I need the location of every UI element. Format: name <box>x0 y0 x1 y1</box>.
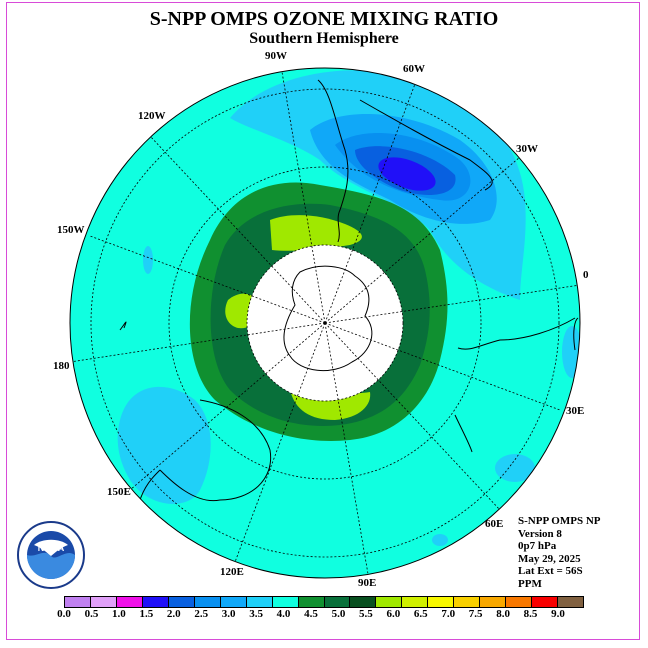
colorbar-tick-label: 5.0 <box>331 608 346 620</box>
colorbar-ticks: 0.0 0.5 1.0 1.5 2.0 2.5 3.0 3.5 4.0 4.5 5.0 5.5 6.0 6… <box>57 608 584 624</box>
colorbar-swatch <box>194 597 221 607</box>
colorbar <box>64 596 584 608</box>
map-disk-outline <box>69 67 581 579</box>
colorbar-tick-label: 6.5 <box>413 608 428 620</box>
lon-label-120e: 120E <box>220 566 244 578</box>
ozone-region-light-blue-sw <box>117 386 211 504</box>
lon-label-60e: 60E <box>485 518 504 530</box>
ozone-region-small-blue-e <box>562 326 580 378</box>
colorbar-swatch <box>116 597 143 607</box>
lon-label-30e: 30E <box>566 405 585 417</box>
colorbar-swatch <box>220 597 247 607</box>
lon-label-90w: 90W <box>265 50 287 62</box>
colorbar-swatch <box>558 597 584 607</box>
lon-label-90e: 90E <box>358 577 377 589</box>
colorbar-swatch <box>480 597 507 607</box>
colorbar-swatch <box>532 597 559 607</box>
lon-label-60w: 60W <box>403 63 425 75</box>
lon-label-30w: 30W <box>516 143 538 155</box>
south-america-coastline <box>317 79 493 243</box>
info-date: May 29, 2025 <box>518 552 581 565</box>
info-version: Version 8 <box>518 527 562 540</box>
colorbar-tick-label: 9.0 <box>551 608 565 620</box>
colorbar-tick-label: 2.5 <box>194 608 209 620</box>
antarctica-coastline <box>283 265 373 372</box>
lon-label-0: 0 <box>583 269 589 281</box>
colorbar-swatch <box>454 597 481 607</box>
colorbar-swatch <box>65 597 91 607</box>
colorbar-swatch <box>246 597 273 607</box>
colorbar-swatch <box>142 597 169 607</box>
colorbar-tick-label: 3.0 <box>221 608 236 620</box>
colorbar-tick-label: 0.5 <box>84 608 99 620</box>
africa-coastline <box>457 317 579 351</box>
lon-label-180: 180 <box>53 360 70 372</box>
product-info: S-NPP OMPS NP Version 8 0p7 hPa May 29, … <box>518 515 638 590</box>
colorbar-tick-label: 1.5 <box>139 608 154 620</box>
map-subtitle: Southern Hemisphere <box>249 30 399 47</box>
colorbar-swatch <box>376 597 403 607</box>
colorbar-tick-label: 5.5 <box>359 608 373 620</box>
colorbar-swatch <box>272 597 299 607</box>
colorbar-swatch <box>298 597 325 607</box>
colorbar-tick-label: 8.0 <box>496 608 510 620</box>
colorbar-tick-label: 4.5 <box>304 608 318 620</box>
colorbar-swatch <box>168 597 195 607</box>
colorbar-tick-label: 0.0 <box>57 608 71 620</box>
colorbar-swatch <box>90 597 117 607</box>
new-zealand-coastline <box>119 321 127 331</box>
lon-label-150e: 150E <box>107 486 131 498</box>
info-units: PPM <box>518 577 542 590</box>
ozone-region-small-blue-se <box>495 454 535 482</box>
lon-label-150w: 150W <box>57 224 85 236</box>
info-instrument: S-NPP OMPS NP <box>518 515 601 527</box>
map-title: S-NPP OMPS OZONE MIXING RATIO <box>149 8 499 30</box>
noaa-logo: NOAA <box>17 521 85 589</box>
colorbar-tick-label: 7.5 <box>468 608 483 620</box>
colorbar-tick-label: 8.5 <box>523 608 538 620</box>
colorbar-swatch <box>506 597 533 607</box>
ozone-region-small-blue-w <box>143 246 153 274</box>
colorbar-tick-label: 2.0 <box>166 608 181 620</box>
colorbar-tick-label: 1.0 <box>112 608 126 620</box>
colorbar-swatch <box>402 597 429 607</box>
colorbar-swatch <box>324 597 351 607</box>
info-pressure-level: 0p7 hPa <box>518 540 557 552</box>
colorbar-tick-label: 7.0 <box>441 608 456 620</box>
noaa-logo-text: NOAA <box>38 543 65 553</box>
colorbar-swatch <box>350 597 377 607</box>
colorbar-tick-label: 3.5 <box>249 608 263 620</box>
ozone-region-small-blue-s <box>432 534 448 546</box>
colorbar-swatch <box>428 597 455 607</box>
lon-label-120w: 120W <box>138 110 166 122</box>
madagascar-coastline <box>454 414 473 453</box>
info-lat-extent: Lat Ext = 56S <box>518 565 583 577</box>
colorbar-tick-label: 6.0 <box>386 608 401 620</box>
colorbar-tick-label: 4.0 <box>276 608 291 620</box>
